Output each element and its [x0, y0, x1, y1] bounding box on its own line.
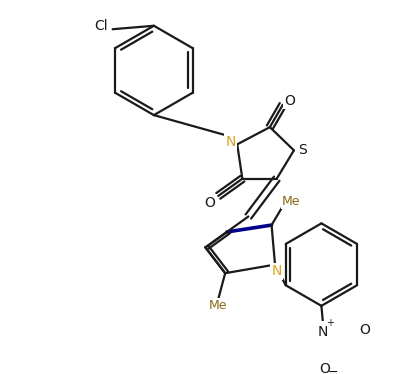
Text: Me: Me [282, 194, 301, 208]
Text: Cl: Cl [94, 19, 107, 33]
Text: N: N [318, 325, 328, 338]
Text: S: S [298, 143, 307, 157]
Text: −: − [328, 367, 339, 374]
Text: N: N [272, 264, 282, 279]
Text: O: O [204, 196, 215, 210]
Text: Me: Me [209, 299, 228, 312]
Text: O: O [359, 323, 370, 337]
Text: +: + [326, 318, 334, 328]
Text: O: O [319, 362, 330, 374]
Text: N: N [225, 135, 235, 149]
Text: O: O [284, 94, 295, 107]
